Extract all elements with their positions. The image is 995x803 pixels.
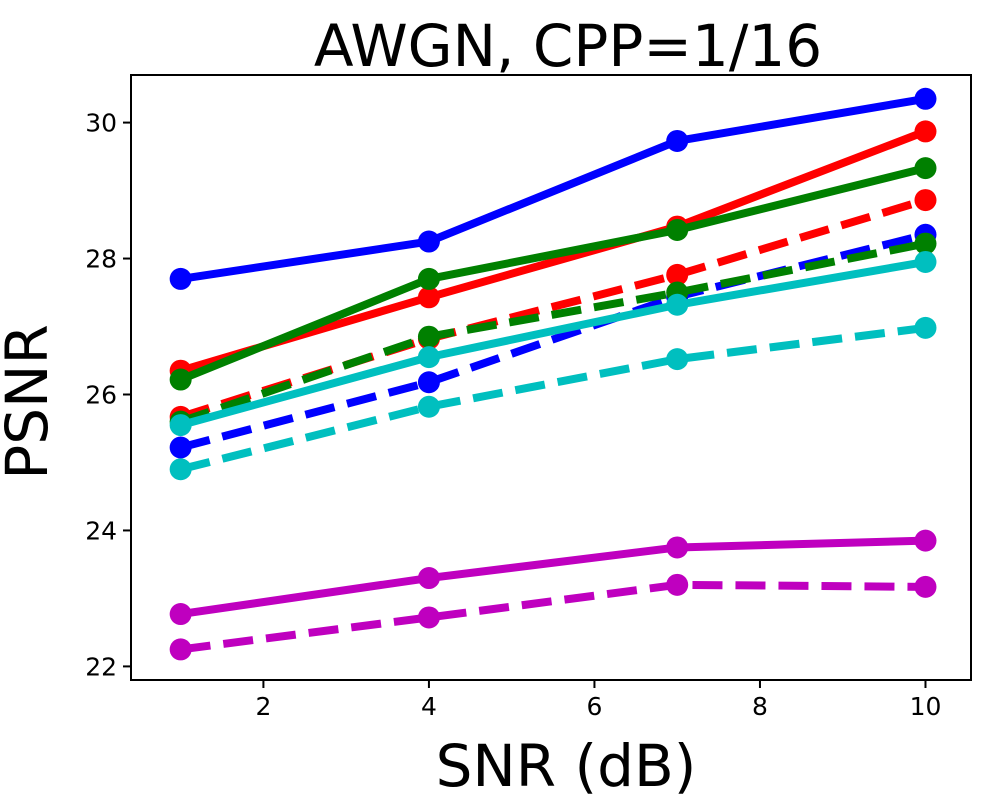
x-tick-label: 8 xyxy=(752,692,768,721)
series-cyan-dashed xyxy=(169,316,937,481)
y-tick-label: 22 xyxy=(85,652,117,681)
series-cyan-solid xyxy=(169,250,937,437)
series-line-magenta-dashed xyxy=(180,580,926,654)
data-point-blue-solid xyxy=(169,267,192,290)
series-line-green-dashed xyxy=(179,239,927,426)
data-point-blue-solid xyxy=(914,87,937,110)
series-line-green-solid xyxy=(179,164,927,384)
x-tick-label: 2 xyxy=(255,692,271,721)
data-point-magenta-solid xyxy=(914,529,937,552)
chart-title: AWGN, CPP=1/16 xyxy=(314,12,822,80)
data-point-red-dashed xyxy=(666,263,689,286)
data-point-cyan-solid xyxy=(169,414,192,437)
x-axis-label: SNR (dB) xyxy=(436,732,697,800)
data-point-red-solid xyxy=(914,120,937,143)
data-point-magenta-solid xyxy=(417,567,440,590)
data-point-cyan-dashed xyxy=(417,395,440,418)
data-point-blue-solid xyxy=(666,129,689,152)
data-point-cyan-dashed xyxy=(666,348,689,371)
data-point-cyan-solid xyxy=(666,293,689,316)
series-line-blue-dashed xyxy=(179,230,927,452)
data-point-blue-solid xyxy=(417,230,440,253)
series-line-red-dashed xyxy=(179,196,927,421)
data-point-green-solid xyxy=(914,157,937,180)
data-point-blue-dashed xyxy=(169,436,192,459)
y-tick-label: 28 xyxy=(85,245,117,274)
x-tick-label: 6 xyxy=(586,692,602,721)
data-point-green-dashed xyxy=(417,325,440,348)
series-line-cyan-solid xyxy=(179,257,927,429)
series-red-dashed xyxy=(169,189,937,428)
data-point-green-solid xyxy=(417,267,440,290)
data-point-red-dashed xyxy=(914,189,937,212)
y-tick-label: 26 xyxy=(85,380,117,409)
y-tick-label: 24 xyxy=(85,516,117,545)
data-point-green-solid xyxy=(169,368,192,391)
series-layer xyxy=(169,87,937,661)
data-point-magenta-dashed xyxy=(417,606,440,629)
series-line-blue-solid xyxy=(180,94,927,283)
data-point-blue-dashed xyxy=(417,371,440,394)
series-line-magenta-solid xyxy=(180,536,926,619)
data-point-red-solid xyxy=(417,286,440,309)
series-blue-solid xyxy=(169,87,937,290)
data-point-green-dashed xyxy=(914,232,937,255)
y-axis-label: PSNR xyxy=(0,324,61,479)
series-line-red-solid xyxy=(179,127,927,375)
data-point-cyan-solid xyxy=(914,250,937,273)
series-green-solid xyxy=(169,157,937,391)
series-magenta-solid xyxy=(169,529,937,626)
data-point-magenta-dashed xyxy=(666,573,689,596)
data-point-magenta-solid xyxy=(666,536,689,559)
data-point-cyan-solid xyxy=(417,346,440,369)
data-point-magenta-dashed xyxy=(914,575,937,598)
data-point-cyan-dashed xyxy=(169,458,192,481)
data-point-magenta-solid xyxy=(169,603,192,626)
data-point-magenta-dashed xyxy=(169,638,192,661)
plot-frame xyxy=(130,74,972,681)
data-point-green-solid xyxy=(666,218,689,241)
x-tick-label: 10 xyxy=(910,692,942,721)
x-tick-label: 4 xyxy=(421,692,437,721)
y-tick-label: 30 xyxy=(85,109,117,138)
series-magenta-dashed xyxy=(169,573,937,661)
data-point-cyan-dashed xyxy=(914,316,937,339)
